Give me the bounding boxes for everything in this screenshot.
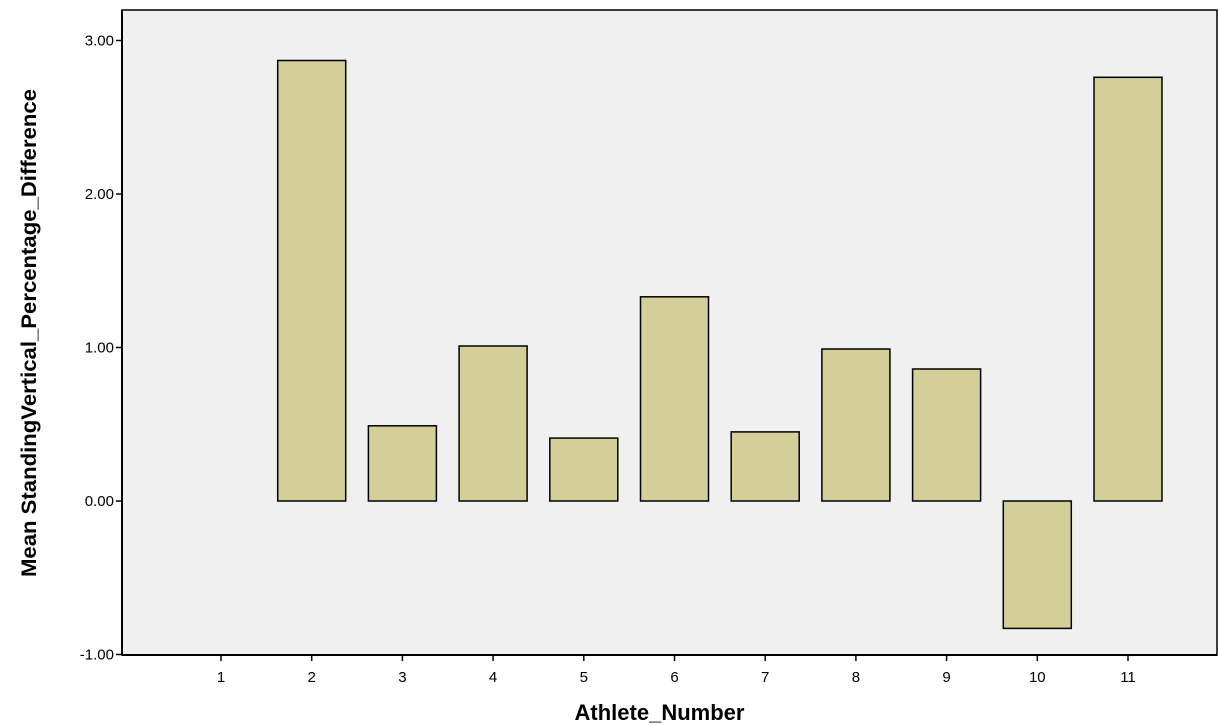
x-tick-label: 11 <box>1120 669 1136 686</box>
x-tick-label: 3 <box>398 669 406 686</box>
bar-athlete-11 <box>1093 76 1163 502</box>
x-tick-label: 5 <box>580 669 588 686</box>
x-tick-label: 2 <box>308 669 316 686</box>
x-tick-label: 10 <box>1029 669 1046 686</box>
y-tick-label: 1.00 <box>85 340 114 357</box>
y-tick-label: 2.00 <box>85 186 114 203</box>
bar-athlete-7 <box>730 431 800 502</box>
y-axis-title: Mean StandingVertical_Percentage_Differe… <box>18 89 41 577</box>
bar-athlete-8 <box>821 348 891 502</box>
bar-athlete-9 <box>911 368 982 502</box>
bar-athlete-10 <box>1002 500 1073 630</box>
bar-athlete-2 <box>276 59 347 502</box>
y-tick-label: -1.00 <box>80 647 114 664</box>
x-tick-label: 6 <box>670 669 678 686</box>
x-tick-label: 4 <box>489 669 497 686</box>
x-tick-label: 8 <box>852 669 860 686</box>
x-tick-label: 9 <box>942 669 950 686</box>
x-axis-title: Athlete_Number <box>575 700 745 725</box>
bar-athlete-5 <box>549 437 619 502</box>
bar-athlete-3 <box>367 425 438 502</box>
y-tick-label: 0.00 <box>85 493 114 510</box>
bar-athlete-4 <box>458 345 528 502</box>
bar-athlete-6 <box>639 296 710 502</box>
y-tick-label: 3.00 <box>85 33 114 50</box>
bars-group <box>276 59 1163 630</box>
x-tick-label: 1 <box>217 669 225 686</box>
axes-group: -1.00 0.00 1.00 2.00 3.00 1 2 3 4 5 6 7 8 9 10 11 <box>80 10 1217 686</box>
x-tick-label: 7 <box>761 669 769 686</box>
